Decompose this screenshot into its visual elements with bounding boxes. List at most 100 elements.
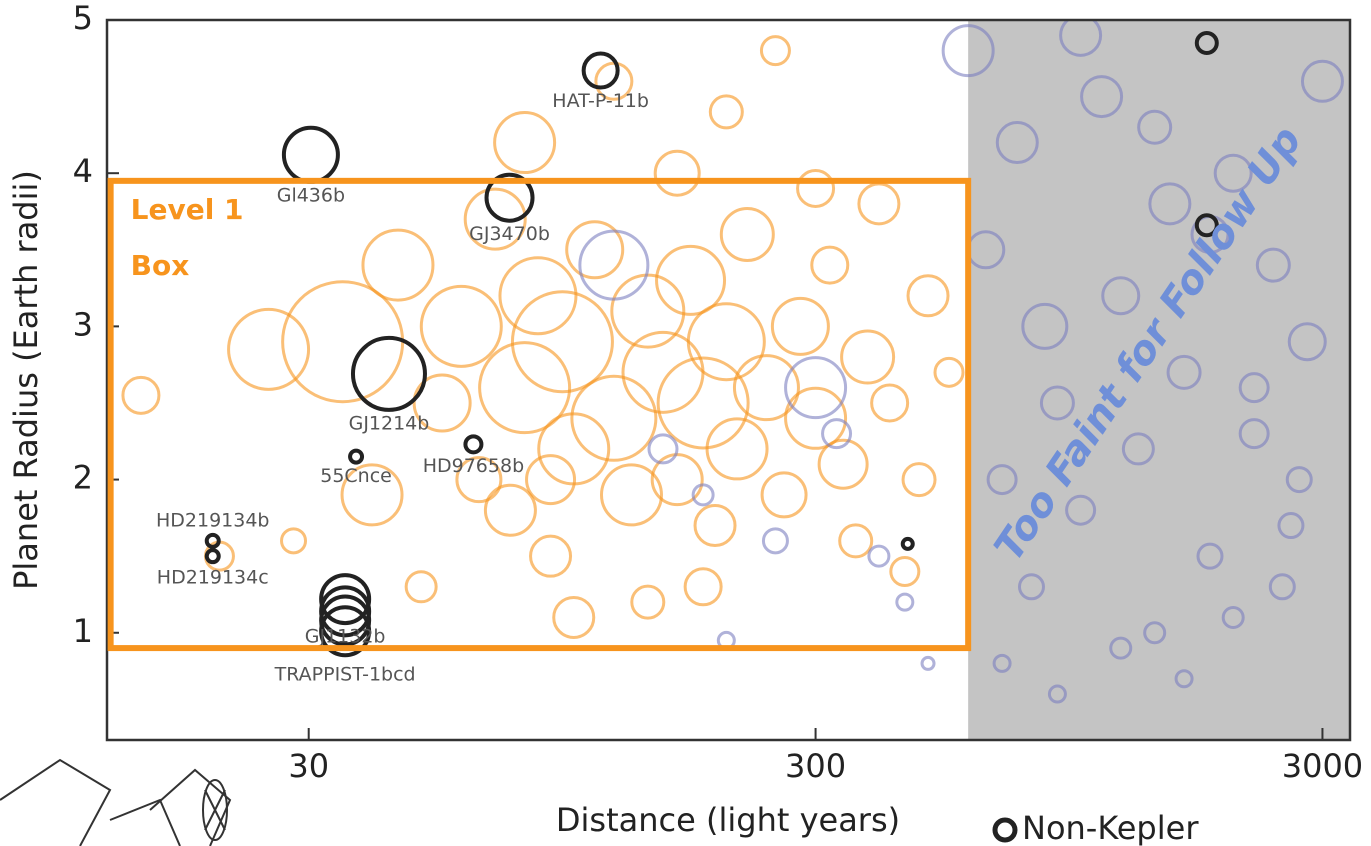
planet-point <box>419 284 503 368</box>
planet-point <box>1213 153 1253 193</box>
planet-point <box>1238 418 1270 450</box>
planet-point <box>599 463 663 527</box>
planet-point <box>493 111 557 175</box>
planet-point <box>1121 432 1155 466</box>
non-kepler-point <box>348 448 365 465</box>
x-axis-label: Distance (light years) <box>556 801 900 839</box>
level1-label: Box <box>131 249 190 282</box>
planet-point <box>653 149 701 197</box>
level1-label: Level 1 <box>131 193 244 226</box>
planet-point <box>920 655 936 671</box>
planet-point <box>1101 276 1141 316</box>
planet-point <box>770 296 830 356</box>
planet-point <box>1143 621 1167 645</box>
planet-point <box>901 462 937 498</box>
planet-point <box>761 527 789 555</box>
planet-point <box>1137 109 1173 145</box>
y-tick-label: 4 <box>73 152 93 190</box>
planet-point <box>986 464 1018 496</box>
non-kepler-point <box>350 335 427 412</box>
planet-point <box>1017 573 1045 601</box>
planet-point <box>1300 59 1344 103</box>
planet-point <box>525 454 577 506</box>
planet-point <box>683 567 723 607</box>
legend-label: Non-Kepler <box>1022 809 1199 846</box>
planet-point <box>817 438 869 490</box>
planet-point <box>784 386 848 450</box>
planet-point <box>889 555 921 587</box>
planet-point <box>404 570 438 604</box>
non-kepler-point <box>204 532 221 549</box>
planet-point <box>933 356 965 388</box>
plot-frame <box>105 18 1352 742</box>
planet-point <box>412 373 472 433</box>
planet-point <box>870 383 910 423</box>
planet-point <box>1148 182 1192 226</box>
non-kepler-point <box>900 536 915 551</box>
non-kepler-point <box>1194 213 1219 238</box>
planet-point <box>529 534 573 578</box>
non-kepler-point <box>204 548 221 565</box>
planet-label: Gl436b <box>277 184 345 206</box>
planet-point <box>895 592 915 612</box>
planet-point <box>1277 512 1305 540</box>
planet-point <box>708 94 744 130</box>
planet-point <box>630 584 666 620</box>
planet-point <box>463 187 527 251</box>
planet-point <box>867 544 891 568</box>
non-kepler-point <box>319 605 372 658</box>
planet-point <box>570 374 658 462</box>
legend-marker <box>992 817 1018 843</box>
non-kepler-point <box>484 172 535 223</box>
planet-point <box>1039 385 1075 421</box>
planet-point <box>810 245 850 285</box>
planet-point <box>483 483 537 537</box>
planet-label: 55Cnce <box>320 465 392 487</box>
planet-point <box>784 356 848 420</box>
planet-point <box>121 375 161 415</box>
non-kepler-point <box>463 434 484 455</box>
planet-point <box>693 504 737 548</box>
planet-point <box>1196 542 1224 570</box>
planet-label: TRAPPIST-1bcd <box>274 664 416 686</box>
non-kepler-point <box>319 594 372 647</box>
planet-point <box>1255 247 1291 283</box>
planet-point <box>857 182 901 226</box>
planet-point <box>565 220 625 280</box>
non-kepler-point <box>1194 30 1219 55</box>
planet-point <box>478 341 572 435</box>
planet-point <box>552 595 596 639</box>
planet-point <box>1174 669 1194 689</box>
planet-point <box>1059 20 1103 57</box>
planet-point <box>1047 684 1067 704</box>
planet-point <box>1109 636 1133 660</box>
planet-point <box>1268 573 1296 601</box>
plot-area <box>121 20 1350 740</box>
planet-point <box>992 653 1012 673</box>
planet-point <box>1080 75 1124 119</box>
planet-point <box>455 456 503 504</box>
planet-label: HD219134b <box>156 509 270 531</box>
planet-label: GJ1214b <box>349 412 430 434</box>
planet-point <box>840 329 896 385</box>
non-kepler-point <box>581 51 620 90</box>
non-kepler-point <box>281 125 340 184</box>
y-tick-label: 5 <box>73 0 93 37</box>
y-tick-label: 2 <box>73 459 93 497</box>
planet-label: HD97658b <box>423 455 524 477</box>
planet-point <box>1021 302 1069 350</box>
y-axis-label: Planet Radius (Earth radii) <box>7 170 45 590</box>
planet-point <box>1285 466 1313 494</box>
planet-point <box>995 121 1039 165</box>
planet-point <box>760 471 808 519</box>
planet-point <box>647 433 679 465</box>
planet-point <box>941 24 995 78</box>
level1-box <box>107 177 972 652</box>
planet-point <box>281 280 405 404</box>
x-tick-label: 3000 <box>1282 747 1363 785</box>
y-tick-label: 1 <box>73 612 93 650</box>
planet-label: GJ1132b <box>305 626 386 648</box>
planet-point <box>280 527 308 555</box>
planet-label: HAT-P-11b <box>552 90 649 112</box>
